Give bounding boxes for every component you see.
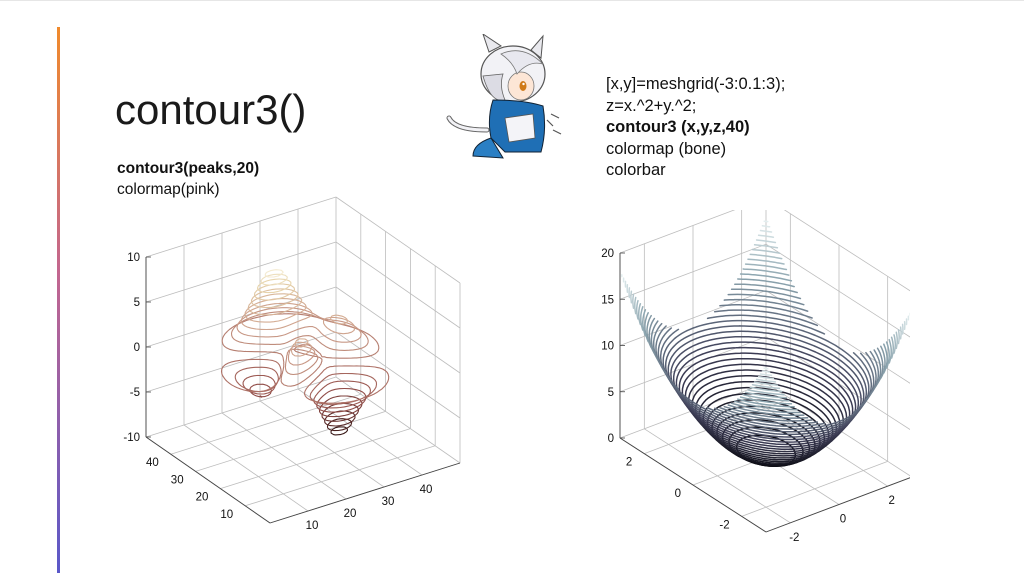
grid-line bbox=[183, 424, 309, 512]
right-note-line-5: colorbar bbox=[606, 161, 666, 179]
z-tick-label: 0 bbox=[608, 433, 614, 445]
x-axis-line bbox=[269, 462, 461, 524]
contour-level-line bbox=[642, 273, 890, 405]
right-note-line-2: z=x.^2+y.^2; bbox=[606, 96, 697, 115]
slide-title: contour3() bbox=[115, 86, 307, 133]
contour-level-line bbox=[624, 229, 908, 377]
x-tick-label: 20 bbox=[344, 508, 357, 520]
contour-level-line bbox=[640, 268, 892, 402]
grid-line bbox=[221, 412, 347, 500]
z-tick-label: 5 bbox=[608, 387, 614, 399]
contour-level-line bbox=[634, 253, 898, 393]
left-note-colormap: colormap(pink) bbox=[117, 181, 220, 198]
contour-level-line bbox=[622, 225, 910, 373]
contour-level-line bbox=[655, 304, 877, 422]
z-tick-label: 10 bbox=[127, 252, 140, 264]
contour-level-line bbox=[264, 269, 284, 278]
tick-labels: 10 5 0 -5 -10 10 20 30 40 10 20 30 40 bbox=[123, 252, 432, 532]
contour-level-line bbox=[652, 298, 880, 419]
x-axis-line bbox=[765, 476, 913, 533]
accent-line bbox=[57, 27, 60, 573]
contour-level-line bbox=[628, 239, 904, 383]
grid-line bbox=[145, 331, 337, 393]
contour-lines bbox=[621, 220, 911, 468]
contour-level-line bbox=[242, 374, 371, 409]
contour-level-line bbox=[256, 278, 292, 294]
contour-level-line bbox=[260, 273, 288, 286]
right-code-note: [x,y]=meshgrid(-3:0.1:3); z=x.^2+y.^2; c… bbox=[606, 74, 785, 182]
contour-level-line bbox=[664, 325, 868, 433]
right-note-line-1: [x,y]=meshgrid(-3:0.1:3); bbox=[606, 75, 786, 93]
grid-line bbox=[335, 376, 461, 464]
contour-level-line bbox=[626, 234, 906, 380]
top-rule bbox=[0, 0, 1024, 1]
contour-level-line bbox=[635, 258, 897, 396]
contour-level-line bbox=[632, 248, 900, 390]
grid-line bbox=[335, 196, 461, 284]
y-tick-label: 10 bbox=[220, 509, 233, 521]
x-tick-label: 30 bbox=[382, 496, 395, 508]
contour-level-line bbox=[230, 311, 369, 376]
left-code-note: contour3(peaks,20) colormap(pink) bbox=[117, 158, 259, 200]
grid-line bbox=[765, 243, 913, 339]
peaks-contour-svg: 10 5 0 -5 -10 10 20 30 40 10 20 30 40 bbox=[123, 196, 461, 532]
mascot-illustration bbox=[446, 34, 562, 159]
x-tick-label: 2 bbox=[888, 495, 894, 507]
y-tick-label: 0 bbox=[675, 488, 681, 500]
contour-level-line bbox=[644, 278, 888, 408]
z-tick-label: 5 bbox=[134, 297, 140, 309]
z-tick-label: 10 bbox=[601, 341, 614, 353]
y-tick-label: 2 bbox=[626, 457, 632, 469]
contour-level-line bbox=[220, 358, 390, 404]
grid-line bbox=[145, 196, 337, 258]
x-tick-label: -2 bbox=[789, 532, 799, 544]
contour3-peaks-plot: 10 5 0 -5 -10 10 20 30 40 10 20 30 40 bbox=[100, 190, 480, 540]
grid-line bbox=[145, 286, 337, 348]
z-tick-label: -10 bbox=[123, 432, 140, 444]
x-tick-label: 10 bbox=[306, 520, 319, 532]
axes-grid bbox=[145, 196, 461, 524]
grid-line bbox=[220, 428, 411, 489]
contour-level-line bbox=[637, 263, 895, 399]
contour-level-line bbox=[234, 366, 378, 405]
y-axis-line bbox=[145, 436, 271, 524]
contour-lines bbox=[220, 269, 390, 436]
grid-line bbox=[195, 411, 386, 472]
y-tick-label: 40 bbox=[146, 457, 159, 469]
x-tick-label: 0 bbox=[840, 514, 846, 526]
grid-line bbox=[644, 428, 791, 524]
contour-level-line bbox=[236, 307, 362, 366]
z-tick-label: 15 bbox=[601, 294, 614, 306]
grid-line bbox=[145, 376, 337, 438]
grid-line bbox=[335, 331, 461, 419]
y-tick-label: -2 bbox=[719, 519, 729, 531]
right-note-line-3: contour3 (x,y,z,40) bbox=[606, 118, 750, 136]
grid-line bbox=[245, 445, 436, 507]
contour3-paraboloid-plot: 20 15 10 5 0 -2 0 2 -2 0 2 bbox=[570, 197, 913, 555]
contour-level-line bbox=[672, 341, 860, 441]
contour-level-line bbox=[247, 293, 303, 316]
y-axis-line bbox=[619, 437, 767, 533]
contour-level-line bbox=[250, 288, 299, 309]
contour-level-line bbox=[630, 244, 902, 386]
left-note-command: contour3(peaks,20) bbox=[117, 160, 260, 177]
contour-level-line bbox=[650, 293, 882, 417]
z-tick-label: 20 bbox=[601, 248, 614, 260]
contour-level-line bbox=[240, 302, 356, 357]
grid-line bbox=[335, 241, 461, 329]
z-tick-label: 0 bbox=[134, 342, 140, 354]
contour-level-line bbox=[621, 220, 911, 370]
grid-line bbox=[335, 286, 461, 374]
y-tick-label: 30 bbox=[171, 474, 184, 486]
y-tick-label: 20 bbox=[196, 492, 209, 504]
z-tick-label: -5 bbox=[130, 387, 140, 399]
x-tick-label: 40 bbox=[420, 484, 433, 496]
grid-line bbox=[259, 400, 385, 488]
right-note-line-4: colormap (bone) bbox=[606, 139, 727, 158]
grid-line bbox=[145, 241, 337, 303]
